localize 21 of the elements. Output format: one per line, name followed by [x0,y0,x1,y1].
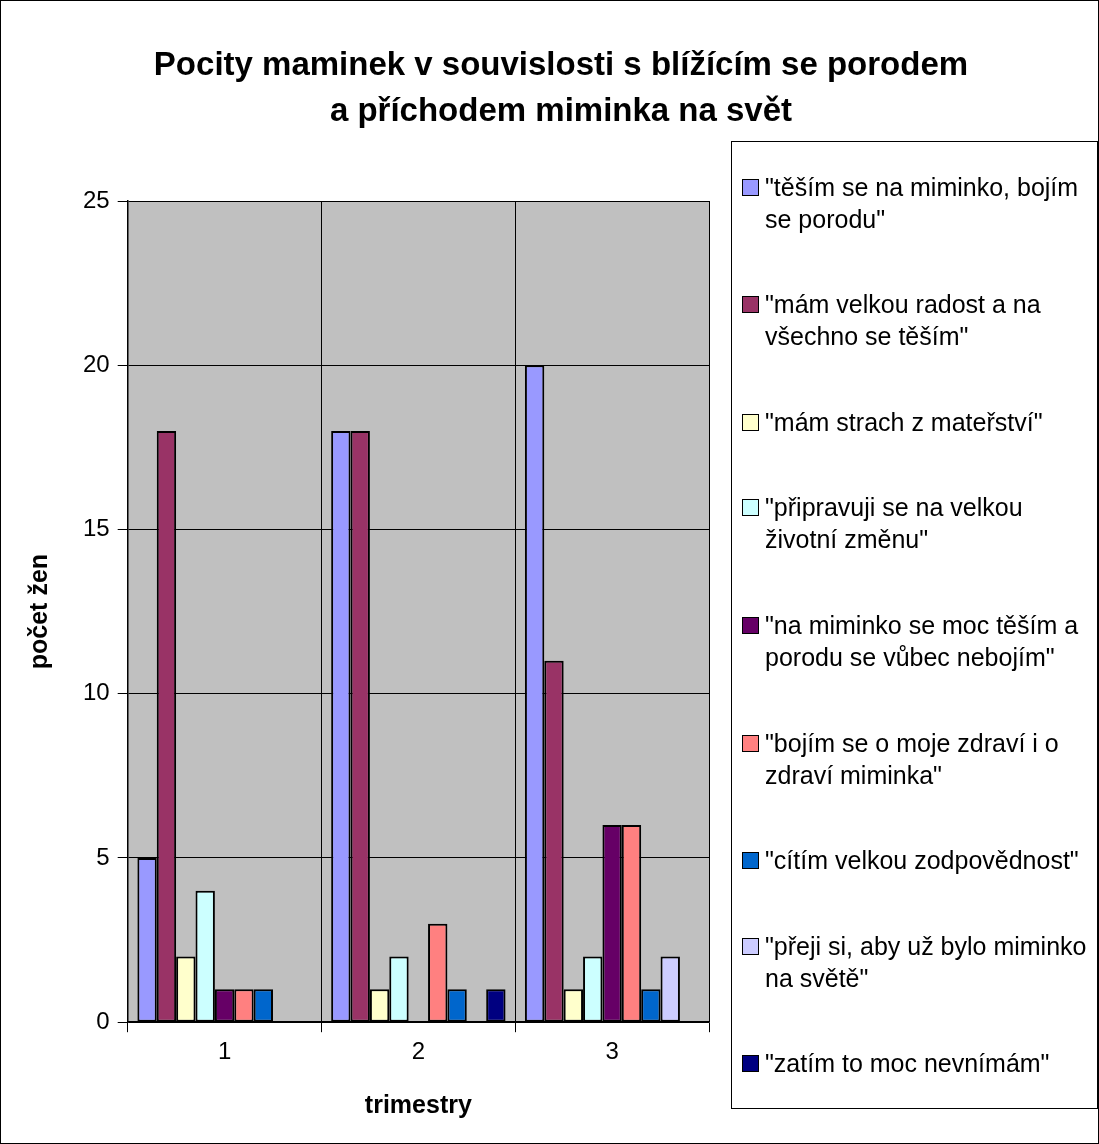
y-tick-label: 0 [96,1006,110,1034]
x-axis-title: trimestry [364,1089,472,1118]
legend-label: "připravuji se na velkou životní změnu" [765,492,1024,556]
y-axis-title: počet žen [23,553,52,670]
y-tick-label: 25 [82,185,110,213]
legend-label: "mám strach z mateřství" [765,406,1043,438]
x-tick-label: 3 [605,1037,619,1065]
y-tick-label: 15 [82,514,110,542]
legend-label: "bojím se o moje zdraví i o zdraví miminka" [765,727,1060,791]
x-tick-label: 1 [217,1037,232,1065]
y-tick-label: 5 [96,842,110,870]
x-tick-label: 2 [411,1037,426,1065]
legend-label: "mám velkou radost a na všechno se těším" [765,289,1042,353]
y-tick-label: 10 [82,678,110,706]
legend-label: "cítím velkou zodpovědnost" [765,845,1079,877]
legend-label: "přeji si, aby už bylo miminko na světě" [765,930,1088,994]
legend-label: "zatím to moc nevnímám" [765,1048,1050,1080]
legend-label: "těším se na miminko, bojím se porodu" [765,171,1080,235]
chart-title: Pocity maminek v souvislosti s blížícím se porodem a příchodem miminka na svět [152,44,970,130]
legend-label: "na miminko se moc těším a porodu se vůbec nebojím" [765,609,1080,673]
y-tick-label: 20 [82,349,110,377]
